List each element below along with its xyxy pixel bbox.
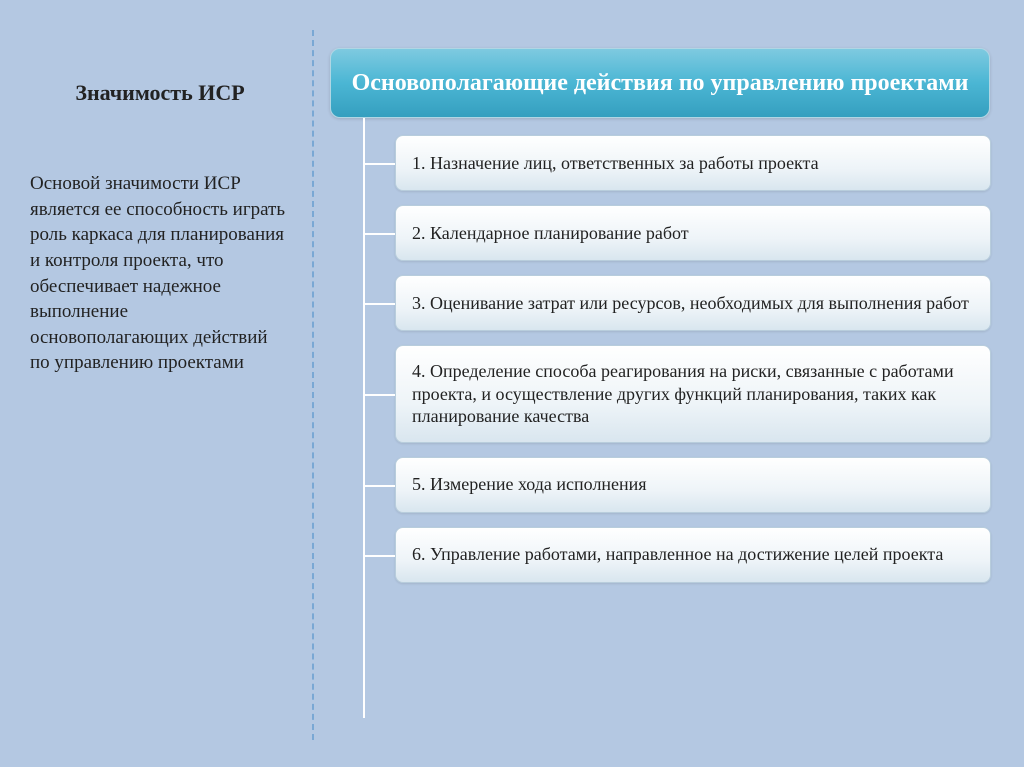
item-box-4: 4. Определение способа реагирования на р… <box>395 345 991 443</box>
connector-vertical <box>363 118 365 718</box>
list-item: 1. Назначение лиц, ответственных за рабо… <box>395 135 991 191</box>
item-text: 4. Определение способа реагирования на р… <box>412 360 974 428</box>
list-item: 6. Управление работами, направленное на … <box>395 527 991 583</box>
left-body: Основой значимости ИСР является ее спосо… <box>30 171 290 376</box>
item-text: 1. Назначение лиц, ответственных за рабо… <box>412 152 819 175</box>
item-box-1: 1. Назначение лиц, ответственных за рабо… <box>395 135 991 191</box>
vertical-divider <box>312 30 314 740</box>
item-text: 6. Управление работами, направленное на … <box>412 543 943 566</box>
list-item: 4. Определение способа реагирования на р… <box>395 345 991 443</box>
left-panel: Значимость ИСР Основой значимости ИСР яв… <box>30 80 290 376</box>
items-container: 1. Назначение лиц, ответственных за рабо… <box>395 135 991 597</box>
left-title: Значимость ИСР <box>30 80 290 106</box>
item-text: 2. Календарное планирование работ <box>412 222 689 245</box>
item-text: 3. Оценивание затрат или ресурсов, необх… <box>412 292 969 315</box>
list-item: 5. Измерение хода исполнения <box>395 457 991 513</box>
list-item: 2. Календарное планирование работ <box>395 205 991 261</box>
item-box-2: 2. Календарное планирование работ <box>395 205 991 261</box>
item-text: 5. Измерение хода исполнения <box>412 473 647 496</box>
header-text: Основополагающие действия по управлению … <box>352 69 969 98</box>
list-item: 3. Оценивание затрат или ресурсов, необх… <box>395 275 991 331</box>
item-box-6: 6. Управление работами, направленное на … <box>395 527 991 583</box>
item-box-5: 5. Измерение хода исполнения <box>395 457 991 513</box>
header-box: Основополагающие действия по управлению … <box>330 48 990 118</box>
item-box-3: 3. Оценивание затрат или ресурсов, необх… <box>395 275 991 331</box>
